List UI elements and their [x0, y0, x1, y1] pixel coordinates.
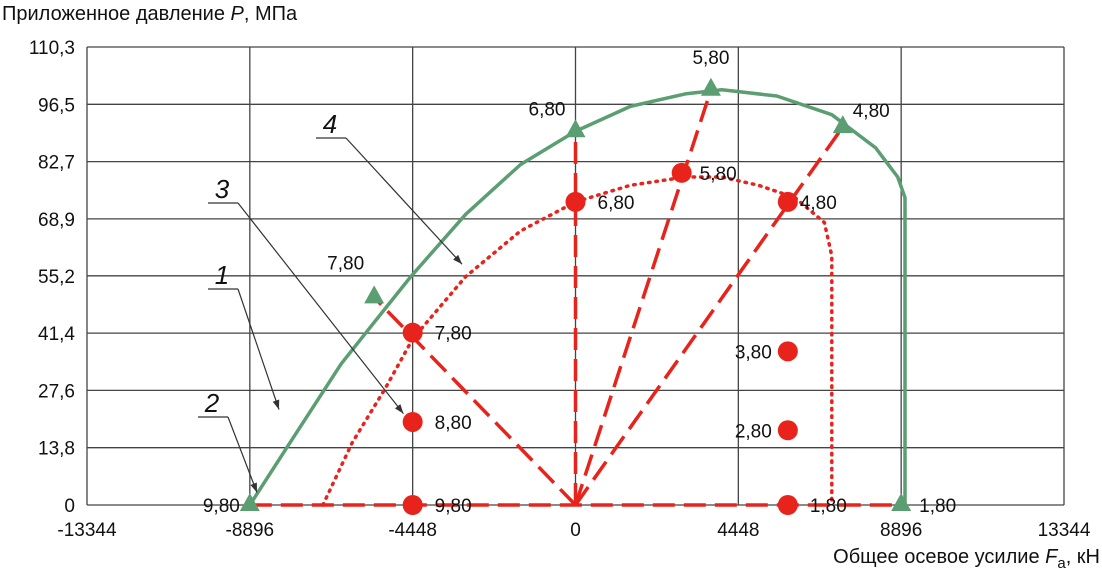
callout-leader: [227, 416, 258, 493]
green-triangle-marker: [565, 119, 586, 138]
callout-arrowhead: [250, 482, 258, 493]
callout-arrowhead: [272, 399, 280, 410]
red-dashed-line: [574, 126, 845, 507]
callout-number: 4: [323, 109, 337, 139]
y-tick-label: 13,8: [38, 439, 75, 460]
x-tick-label: -13344: [57, 520, 117, 541]
red-circle-marker: [777, 495, 798, 515]
y-tick-label: 96,5: [38, 95, 75, 116]
red-circle-marker: [402, 411, 423, 432]
green-marker-label: 9,80: [203, 496, 240, 517]
red-circle-marker: [671, 162, 692, 183]
markers: 9,80 7,80 6,80 5,80 4,80 1,80 9,80 8,80 7,80 6,80…: [203, 48, 956, 517]
red-circle-marker: [402, 495, 423, 515]
green-marker-label: 6,80: [529, 99, 566, 120]
green-triangle-marker: [700, 77, 721, 96]
red-dotted-envelope: [321, 175, 834, 507]
y-tick-label: 0: [64, 496, 75, 517]
green-marker-label: 4,80: [853, 101, 890, 122]
red-marker-label: 1,80: [810, 496, 847, 517]
x-axis-title: Общее осевое усилие Fa, кН: [833, 546, 1100, 572]
callout-arrowhead: [394, 404, 404, 414]
x-tick-label: 13344: [1038, 520, 1091, 541]
green-triangle-marker: [832, 115, 853, 134]
callout-leader: [237, 288, 280, 410]
green-marker-label: 1,80: [919, 496, 956, 517]
red-dashed-line: [372, 296, 577, 507]
red-marker-label: 7,80: [435, 324, 472, 345]
x-tick-label: 0: [570, 520, 581, 541]
green-marker-label: 7,80: [327, 253, 364, 274]
green-triangle-marker: [364, 285, 385, 304]
callout-number: 1: [215, 260, 229, 290]
y-tick-label: 68,9: [38, 210, 75, 231]
red-marker-label: 2,80: [735, 421, 772, 442]
y-tick-label: 27,6: [38, 381, 75, 402]
red-circle-marker: [565, 191, 586, 212]
tick-labels: -13344 -8896 -4448 0 4448 8896 13344 0 13,8 27,6 4…: [29, 38, 1091, 541]
red-marker-label: 8,80: [435, 413, 472, 434]
green-triangle-marker: [239, 493, 260, 511]
red-circle-marker: [777, 341, 798, 362]
red-marker-label: 6,80: [598, 193, 635, 214]
x-tick-label: 8896: [880, 520, 922, 541]
red-circle-marker: [777, 191, 798, 212]
x-tick-label: -8896: [226, 520, 275, 541]
red-marker-label: 3,80: [735, 342, 772, 363]
red-marker-label: 5,80: [700, 164, 737, 185]
red-circle-marker: [402, 322, 423, 343]
curves: [248, 88, 907, 507]
green-envelope: [248, 88, 907, 506]
y-tick-label: 82,7: [38, 153, 75, 174]
red-marker-label: 4,80: [800, 193, 837, 214]
y-axis-title: Приложенное давление P, МПа: [2, 3, 298, 25]
callout-leader: [345, 137, 463, 265]
red-marker-label: 9,80: [435, 496, 472, 517]
callouts: 1 2 3 4: [198, 109, 463, 493]
red-circle-marker: [777, 420, 798, 441]
x-tick-label: 4448: [717, 520, 759, 541]
y-tick-label: 110,3: [29, 38, 75, 59]
green-triangle-marker: [891, 493, 912, 511]
red-dashed-line: [573, 89, 713, 506]
callout-number: 3: [215, 174, 230, 204]
callout-arrowhead: [453, 254, 463, 265]
y-tick-label: 41,4: [38, 324, 75, 345]
callout-number: 2: [204, 388, 220, 418]
y-tick-label: 55,2: [38, 267, 75, 288]
green-marker-label: 5,80: [692, 48, 729, 69]
callout-leader: [237, 202, 404, 415]
x-tick-label: -4448: [388, 520, 437, 541]
